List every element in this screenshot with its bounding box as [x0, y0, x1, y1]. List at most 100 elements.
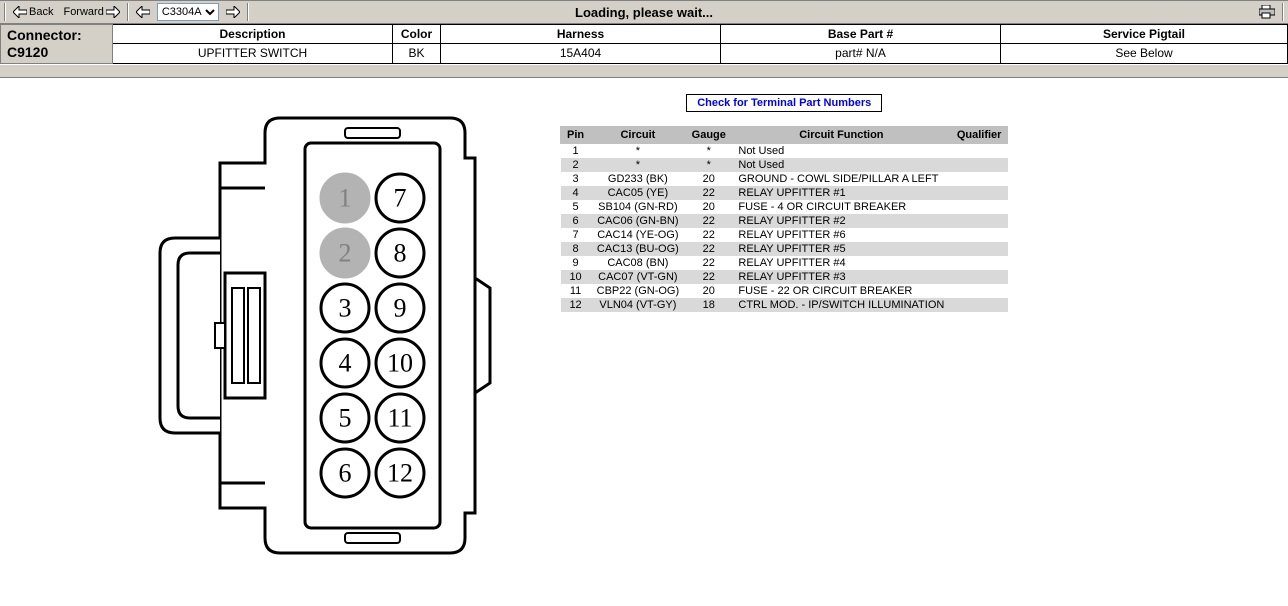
pin-header-gauge: Gauge	[685, 126, 732, 143]
forward-label: Forward	[63, 6, 103, 18]
cell-func: RELAY UPFITTER #5	[732, 242, 950, 256]
arrow-left-icon	[13, 6, 27, 18]
pinout-panel: Check for Terminal Part Numbers Pin Circ…	[560, 88, 1008, 312]
connector-select[interactable]: C3304A	[157, 3, 219, 21]
connector-diagram-svg: 123456789101112	[120, 88, 520, 568]
spacer-bar	[0, 64, 1288, 78]
header-base-part: Base Part #	[721, 25, 1001, 44]
arrow-left-icon	[136, 6, 150, 18]
value-service-pigtail: See Below	[1001, 44, 1288, 63]
connector-pin-number: 6	[339, 458, 352, 487]
cell-gauge: *	[685, 143, 732, 158]
pin-header-pin: Pin	[561, 126, 591, 143]
connector-pin-number: 7	[394, 183, 407, 212]
cell-qualifier	[950, 270, 1008, 284]
cell-circuit: *	[591, 158, 686, 172]
connector-id-cell: Connector: C9120	[1, 25, 113, 64]
table-row: 2**Not Used	[561, 158, 1008, 172]
table-row: 4CAC05 (YE)22RELAY UPFITTER #1	[561, 186, 1008, 200]
pin-header-func: Circuit Function	[732, 126, 950, 143]
cell-qualifier	[950, 214, 1008, 228]
cell-gauge: 22	[685, 186, 732, 200]
cell-gauge: 18	[685, 298, 732, 312]
cell-func: GROUND - COWL SIDE/PILLAR A LEFT	[732, 172, 950, 186]
cell-circuit: CBP22 (GN-OG)	[591, 284, 686, 298]
cell-gauge: 20	[685, 200, 732, 214]
check-terminal-button[interactable]: Check for Terminal Part Numbers	[686, 94, 882, 112]
cell-gauge: 22	[685, 270, 732, 284]
cell-func: FUSE - 4 OR CIRCUIT BREAKER	[732, 200, 950, 214]
connector-diagram: 123456789101112	[120, 88, 520, 571]
table-row: 6CAC06 (GN-BN)22RELAY UPFITTER #2	[561, 214, 1008, 228]
cell-circuit: CAC05 (YE)	[591, 186, 686, 200]
cell-circuit: CAC08 (BN)	[591, 256, 686, 270]
cell-qualifier	[950, 172, 1008, 186]
cell-qualifier	[950, 186, 1008, 200]
header-harness: Harness	[441, 25, 721, 44]
table-row: 8CAC13 (BU-OG)22RELAY UPFITTER #5	[561, 242, 1008, 256]
cell-qualifier	[950, 200, 1008, 214]
cell-func: RELAY UPFITTER #2	[732, 214, 950, 228]
header-color: Color	[393, 25, 441, 44]
cell-circuit: CAC14 (YE-OG)	[591, 228, 686, 242]
cell-pin: 11	[561, 284, 591, 298]
connector-label: Connector:	[7, 27, 82, 43]
cell-qualifier	[950, 158, 1008, 172]
cell-gauge: 22	[685, 256, 732, 270]
pin-header-circuit: Circuit	[591, 126, 686, 143]
connector-pin-number: 4	[339, 348, 352, 377]
cell-func: FUSE - 22 OR CIRCUIT BREAKER	[732, 284, 950, 298]
cell-gauge: 20	[685, 284, 732, 298]
connector-pin-number: 11	[387, 403, 412, 432]
cell-pin: 1	[561, 143, 591, 158]
connector-pin-number: 10	[387, 348, 413, 377]
cell-func: RELAY UPFITTER #6	[732, 228, 950, 242]
cell-func: Not Used	[732, 143, 950, 158]
cell-func: CTRL MOD. - IP/SWITCH ILLUMINATION	[732, 298, 950, 312]
table-row: 3GD233 (BK)20GROUND - COWL SIDE/PILLAR A…	[561, 172, 1008, 186]
cell-qualifier	[950, 284, 1008, 298]
connector-pin-number: 12	[387, 458, 413, 487]
connector-id: C9120	[7, 44, 48, 60]
cell-circuit: SB104 (GN-RD)	[591, 200, 686, 214]
connector-info-table: Connector: C9120 Description Color Harne…	[0, 24, 1288, 64]
cell-pin: 2	[561, 158, 591, 172]
cell-func: RELAY UPFITTER #1	[732, 186, 950, 200]
pin-header-qualifier: Qualifier	[950, 126, 1008, 143]
toolbar-separator	[4, 3, 6, 21]
print-button[interactable]	[1256, 4, 1278, 20]
cell-func: RELAY UPFITTER #3	[732, 270, 950, 284]
back-label: Back	[29, 6, 53, 18]
cell-gauge: 22	[685, 214, 732, 228]
connector-pin-number: 3	[339, 293, 352, 322]
content-area: 123456789101112 Check for Terminal Part …	[0, 78, 1288, 591]
prev-connector-button[interactable]	[133, 5, 153, 19]
cell-gauge: *	[685, 158, 732, 172]
cell-qualifier	[950, 228, 1008, 242]
cell-func: Not Used	[732, 158, 950, 172]
next-connector-button[interactable]	[223, 5, 243, 19]
arrow-right-icon	[106, 6, 120, 18]
connector-pin-number: 8	[394, 238, 407, 267]
cell-pin: 3	[561, 172, 591, 186]
connector-info: Connector: C9120 Description Color Harne…	[0, 24, 1288, 64]
toolbar: Back Forward C3304A Loading, please wait…	[0, 0, 1288, 24]
cell-gauge: 20	[685, 172, 732, 186]
cell-circuit: CAC07 (VT-GN)	[591, 270, 686, 284]
cell-pin: 7	[561, 228, 591, 242]
toolbar-separator	[247, 3, 249, 21]
loading-text: Loading, please wait...	[575, 5, 713, 20]
cell-func: RELAY UPFITTER #4	[732, 256, 950, 270]
table-row: 5SB104 (GN-RD)20FUSE - 4 OR CIRCUIT BREA…	[561, 200, 1008, 214]
value-base-part: part# N/A	[721, 44, 1001, 63]
cell-qualifier	[950, 242, 1008, 256]
value-harness: 15A404	[441, 44, 721, 63]
forward-button[interactable]: Forward	[60, 5, 122, 19]
cell-pin: 10	[561, 270, 591, 284]
toolbar-separator	[1282, 3, 1284, 21]
cell-gauge: 22	[685, 228, 732, 242]
connector-pin-number: 2	[339, 238, 352, 267]
back-button[interactable]: Back	[10, 5, 56, 19]
cell-circuit: VLN04 (VT-GY)	[591, 298, 686, 312]
table-row: 12VLN04 (VT-GY)18CTRL MOD. - IP/SWITCH I…	[561, 298, 1008, 312]
